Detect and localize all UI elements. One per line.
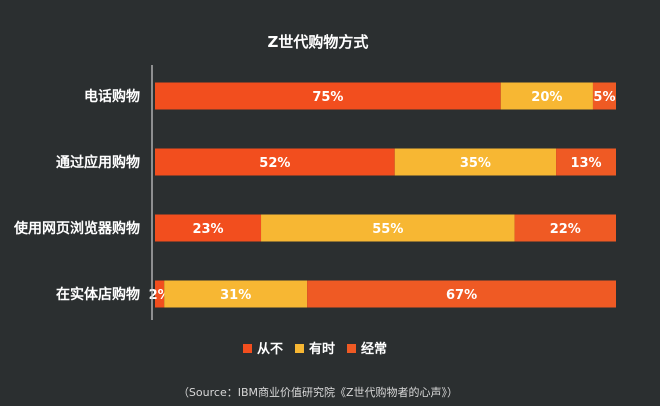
data-label: 20% [531,90,562,105]
data-label: 35% [460,156,491,171]
bar-segment [155,148,395,176]
data-label: 13% [570,156,601,171]
bar-segment [164,280,308,308]
data-label: 55% [372,222,403,237]
category-label: 在实体店购物 [56,286,140,303]
bars-layer: 电话购物 75% 20% 5% 通过应用购物 52% 35% 13% 使用网页浏览器购物 23% 5… [13,82,616,308]
data-label: 5% [593,90,615,105]
data-label: 75% [312,90,343,105]
bar-segment [592,82,616,110]
bar-segment [394,148,557,176]
bar-segment [261,214,515,242]
data-label: 52% [259,156,290,171]
chart-title: Z世代购物方式 [268,33,369,51]
bar-segment [307,280,616,308]
bar-segment [556,148,616,176]
category-label: 电话购物 [84,88,140,105]
bar-segment [155,280,165,308]
source-note: （Source：IBM商业价值研究院《Z世代购物者的心声》） [178,385,458,399]
category-label: 使用网页浏览器购物 [13,220,140,237]
legend-label: 从不 [257,342,283,357]
bar-segment [500,82,593,110]
legend-label: 有时 [309,341,335,357]
data-label: 22% [550,222,581,237]
bar-segment [514,214,616,242]
data-label: 23% [192,222,223,237]
legend-label: 经常 [361,341,387,357]
data-label: 31% [220,288,251,303]
category-label: 通过应用购物 [56,154,140,171]
data-label: 67% [446,288,477,303]
legend: 从不 有时 经常 [243,341,387,357]
legend-swatch [243,344,252,353]
legend-swatch [347,344,356,353]
legend-swatch [295,344,304,353]
bar-segment [155,214,262,242]
bar-segment [155,82,501,110]
